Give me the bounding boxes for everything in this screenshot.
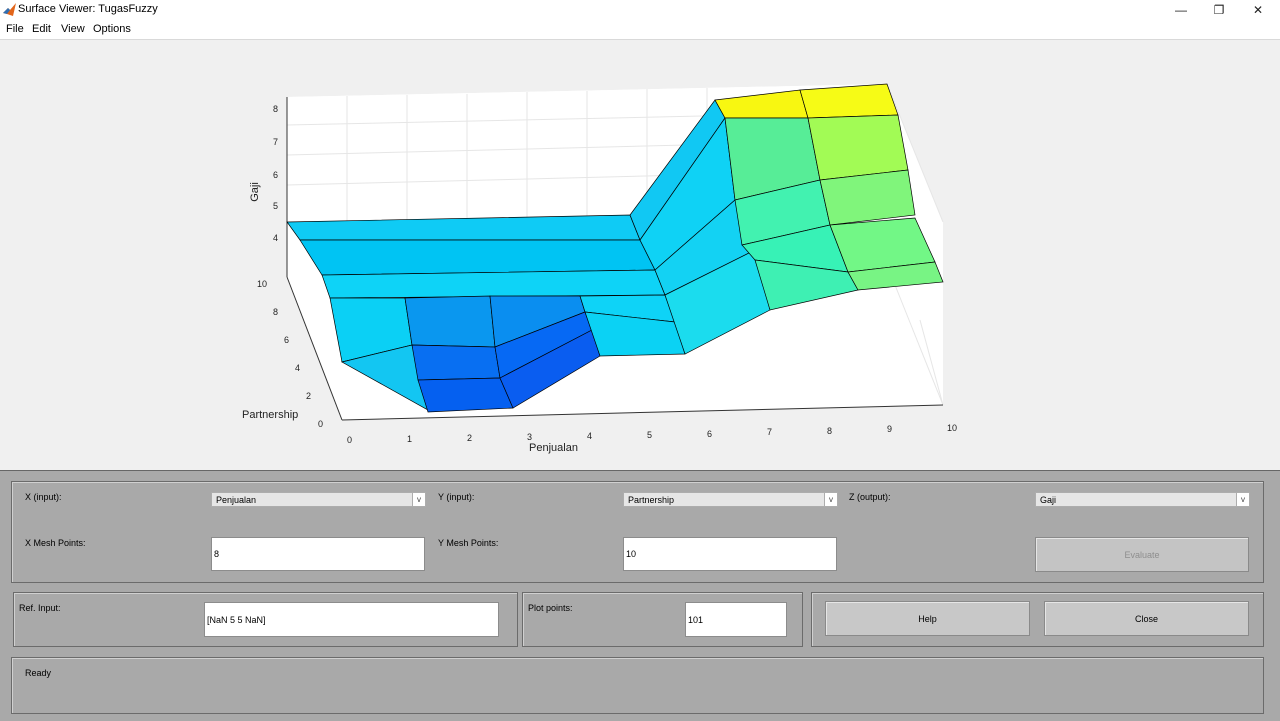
z-axis-ticks: 8 7 6 5 4 xyxy=(273,104,278,243)
x-tick: 5 xyxy=(647,430,652,440)
x-tick: 2 xyxy=(467,433,472,443)
x-tick: 9 xyxy=(887,424,892,434)
y-axis-label: Partnership xyxy=(242,409,298,421)
y-input-value: Partnership xyxy=(628,495,675,505)
menu-options[interactable]: Options xyxy=(93,23,131,35)
z-output-value: Gaji xyxy=(1040,495,1057,505)
x-axis-label: Penjualan xyxy=(529,442,578,454)
z-output-select[interactable]: Gaji v xyxy=(1035,492,1250,507)
chevron-down-icon: v xyxy=(1236,493,1249,506)
x-tick: 7 xyxy=(767,427,772,437)
title-bar: Surface Viewer: TugasFuzzy — ❐ ✕ xyxy=(0,0,1280,20)
status-text: Ready xyxy=(25,668,52,678)
y-mesh-label: Y Mesh Points: xyxy=(438,538,499,548)
y-tick: 0 xyxy=(318,419,323,429)
window-title: Surface Viewer: TugasFuzzy xyxy=(18,3,158,15)
y-tick: 8 xyxy=(273,307,278,317)
x-input-select[interactable]: Penjualan v xyxy=(211,492,426,507)
chevron-down-icon: v xyxy=(824,493,837,506)
buttons-group: Help Close xyxy=(811,592,1264,647)
close-button[interactable]: Close xyxy=(1044,601,1249,636)
x-tick: 0 xyxy=(347,435,352,445)
y-input-label: Y (input): xyxy=(438,492,475,502)
x-tick: 1 xyxy=(407,434,412,444)
maximize-button[interactable]: ❐ xyxy=(1213,3,1225,17)
surface-plot[interactable]: 8 7 6 5 4 Gaji 10 8 6 4 2 0 Partnership … xyxy=(0,40,1280,470)
menu-view[interactable]: View xyxy=(61,23,85,35)
ref-input-field[interactable]: [NaN 5 5 NaN] xyxy=(204,602,499,637)
close-window-button[interactable]: ✕ xyxy=(1252,3,1264,17)
y-axis-ticks: 10 8 6 4 2 0 xyxy=(257,279,323,429)
surface-plot-area[interactable]: 8 7 6 5 4 Gaji 10 8 6 4 2 0 Partnership … xyxy=(0,40,1280,470)
menu-file[interactable]: File xyxy=(6,23,24,35)
y-input-select[interactable]: Partnership v xyxy=(623,492,838,507)
x-input-value: Penjualan xyxy=(216,495,257,505)
x-tick: 4 xyxy=(587,431,592,441)
z-axis-label: Gaji xyxy=(249,182,261,202)
menu-bar: File Edit View Options xyxy=(0,20,1280,40)
ref-input-label: Ref. Input: xyxy=(19,603,61,613)
y-mesh-field[interactable]: 10 xyxy=(623,537,837,571)
y-tick: 6 xyxy=(284,335,289,345)
x-mesh-label: X Mesh Points: xyxy=(25,538,86,548)
menu-edit[interactable]: Edit xyxy=(32,23,51,35)
control-panel: X (input): Penjualan v Y (input): Partne… xyxy=(0,470,1280,721)
z-tick: 5 xyxy=(273,201,278,211)
plot-points-field[interactable]: 101 xyxy=(685,602,787,637)
matlab-logo-icon xyxy=(3,3,16,16)
z-tick: 6 xyxy=(273,170,278,180)
z-tick: 8 xyxy=(273,104,278,114)
chevron-down-icon: v xyxy=(412,493,425,506)
plot-points-group: Plot points: 101 xyxy=(522,592,803,647)
x-tick: 3 xyxy=(527,432,532,442)
x-axis-ticks: 0 1 2 3 4 5 6 7 8 9 10 xyxy=(347,423,957,445)
minimize-button[interactable]: — xyxy=(1175,3,1187,17)
x-tick: 6 xyxy=(707,429,712,439)
status-group: Ready xyxy=(11,657,1264,714)
x-tick: 10 xyxy=(947,423,957,433)
x-input-label: X (input): xyxy=(25,492,62,502)
help-button[interactable]: Help xyxy=(825,601,1030,636)
z-tick: 7 xyxy=(273,137,278,147)
ref-input-group: Ref. Input: [NaN 5 5 NaN] xyxy=(13,592,518,647)
z-tick: 4 xyxy=(273,233,278,243)
plot-points-label: Plot points: xyxy=(528,603,573,613)
x-tick: 8 xyxy=(827,426,832,436)
y-tick: 2 xyxy=(306,391,311,401)
y-tick: 10 xyxy=(257,279,267,289)
z-output-label: Z (output): xyxy=(849,492,891,502)
y-tick: 4 xyxy=(295,363,300,373)
x-mesh-field[interactable]: 8 xyxy=(211,537,425,571)
axes-group: X (input): Penjualan v Y (input): Partne… xyxy=(11,481,1264,583)
evaluate-button[interactable]: Evaluate xyxy=(1035,537,1249,572)
